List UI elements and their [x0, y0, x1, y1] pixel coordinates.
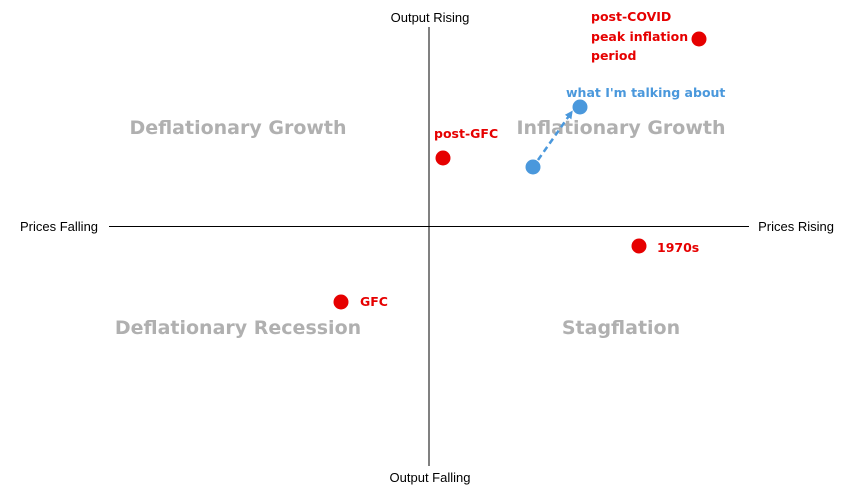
point-post-covid-marker — [691, 31, 707, 47]
axis-label-left: Prices Falling — [20, 219, 98, 234]
point-gfc-label: GFC — [360, 294, 388, 309]
quadrant-label-top-left: Deflationary Growth — [129, 117, 346, 139]
point-post-covid-label-line2: peak inflation — [591, 29, 688, 44]
point-post-gfc-marker — [435, 150, 451, 166]
axis-label-top: Output Rising — [391, 10, 470, 25]
quadrant-label-bottom-left: Deflationary Recession — [115, 317, 361, 339]
axis-label-bottom: Output Falling — [390, 470, 471, 485]
point-current-marker — [572, 99, 588, 115]
point-post-covid-label-line1: post-COVID — [591, 9, 671, 24]
point-current-start-marker — [525, 159, 541, 175]
point-1970s-label: 1970s — [657, 240, 699, 255]
point-gfc-marker — [333, 294, 349, 310]
axis-label-right: Prices Rising — [758, 219, 834, 234]
quadrant-label-top-right: Inflationary Growth — [516, 117, 725, 139]
point-current-label: what I'm talking about — [566, 85, 725, 100]
point-post-gfc-label: post-GFC — [434, 126, 498, 141]
point-1970s-marker — [631, 238, 647, 254]
point-post-covid-label-line3: period — [591, 48, 636, 63]
quadrant-label-bottom-right: Stagflation — [562, 317, 680, 339]
